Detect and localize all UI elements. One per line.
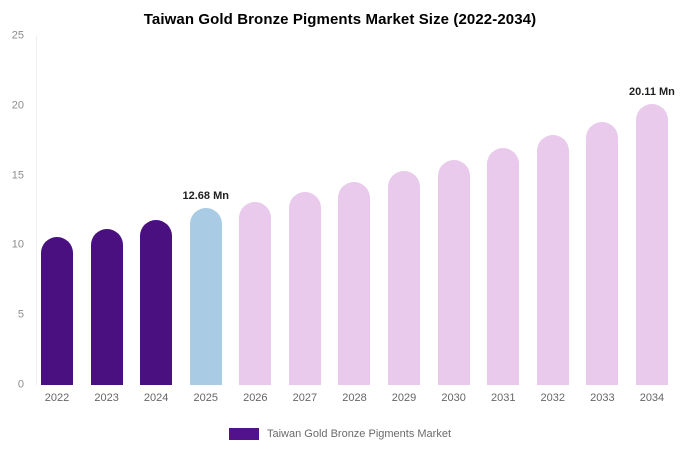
x-axis-label-2025: 2025 (193, 392, 218, 404)
bar-2023[interactable] (90, 228, 123, 385)
y-axis-tick: 5 (17, 308, 24, 321)
bar-2028[interactable] (338, 181, 371, 385)
legend[interactable]: Taiwan Gold Bronze Pigments Market (0, 428, 680, 440)
x-axis-label-2027: 2027 (292, 392, 318, 404)
y-axis-tick: 25 (11, 29, 24, 42)
bar-group-2032: 2032 (536, 36, 569, 404)
legend-swatch (228, 428, 259, 440)
bar-2026[interactable] (239, 202, 272, 385)
x-axis-label-2028: 2028 (342, 392, 367, 404)
y-axis: 0 5 10 15 20 25 (2, 30, 30, 390)
x-axis-label-2033: 2033 (590, 392, 615, 404)
bar-group-2023: 2023 (90, 36, 123, 404)
bar-2034[interactable] (635, 104, 668, 385)
x-axis-label-2031: 2031 (490, 392, 516, 404)
bar-group-2022: 2022 (41, 36, 73, 404)
y-axis-tick: 15 (11, 169, 24, 182)
bar-2033[interactable] (586, 121, 619, 385)
bar-2022[interactable] (41, 237, 73, 385)
bar-group-2033: 2033 (586, 36, 619, 404)
y-axis-tick: 20 (11, 99, 24, 112)
bar-2029[interactable] (388, 171, 421, 385)
x-axis-label-2022: 2022 (44, 392, 70, 404)
legend-label: Taiwan Gold Bronze Pigments Market (266, 428, 452, 440)
bar-chart: 0 5 10 15 20 25 2022 2023 2024 12.68 Mn 2025 2026 2… (12, 30, 675, 404)
x-axis-label-2034: 2034 (639, 392, 665, 404)
bar-group-2025: 12.68 Mn 2025 (183, 36, 229, 404)
bar-2031[interactable] (487, 147, 520, 385)
bar-group-2028: 2028 (338, 36, 371, 404)
bar-group-2031: 2031 (487, 36, 520, 404)
bar-value-label: 12.68 Mn (182, 190, 229, 202)
plot-area: 2022 2023 2024 12.68 Mn 2025 2026 2027 2028 2029… (36, 36, 675, 404)
bar-group-2030: 2030 (437, 36, 470, 404)
bar-value-label: 20.11 Mn (629, 86, 675, 99)
bar-2024[interactable] (140, 220, 173, 385)
x-axis-label-2029: 2029 (391, 392, 417, 404)
bar-group-2026: 2026 (239, 36, 272, 404)
bar-2030[interactable] (437, 160, 470, 385)
bar-group-2024: 2024 (140, 36, 173, 404)
bar-2025[interactable] (189, 208, 222, 385)
bar-2027[interactable] (288, 192, 321, 385)
x-axis-label-2030: 2030 (441, 392, 466, 404)
x-axis-label-2024: 2024 (143, 392, 169, 404)
bar-group-2034: 20.11 Mn 2034 (629, 36, 675, 404)
x-axis-label-2032: 2032 (540, 392, 566, 404)
chart-title: Taiwan Gold Bronze Pigments Market Size … (143, 11, 537, 28)
x-axis-label-2023: 2023 (94, 392, 119, 404)
bar-group-2029: 2029 (388, 36, 421, 404)
bar-group-2027: 2027 (288, 36, 321, 404)
y-axis-tick: 10 (11, 238, 24, 251)
y-axis-tick: 0 (17, 378, 24, 391)
bar-2032[interactable] (536, 135, 569, 385)
x-axis-label-2026: 2026 (243, 392, 268, 404)
